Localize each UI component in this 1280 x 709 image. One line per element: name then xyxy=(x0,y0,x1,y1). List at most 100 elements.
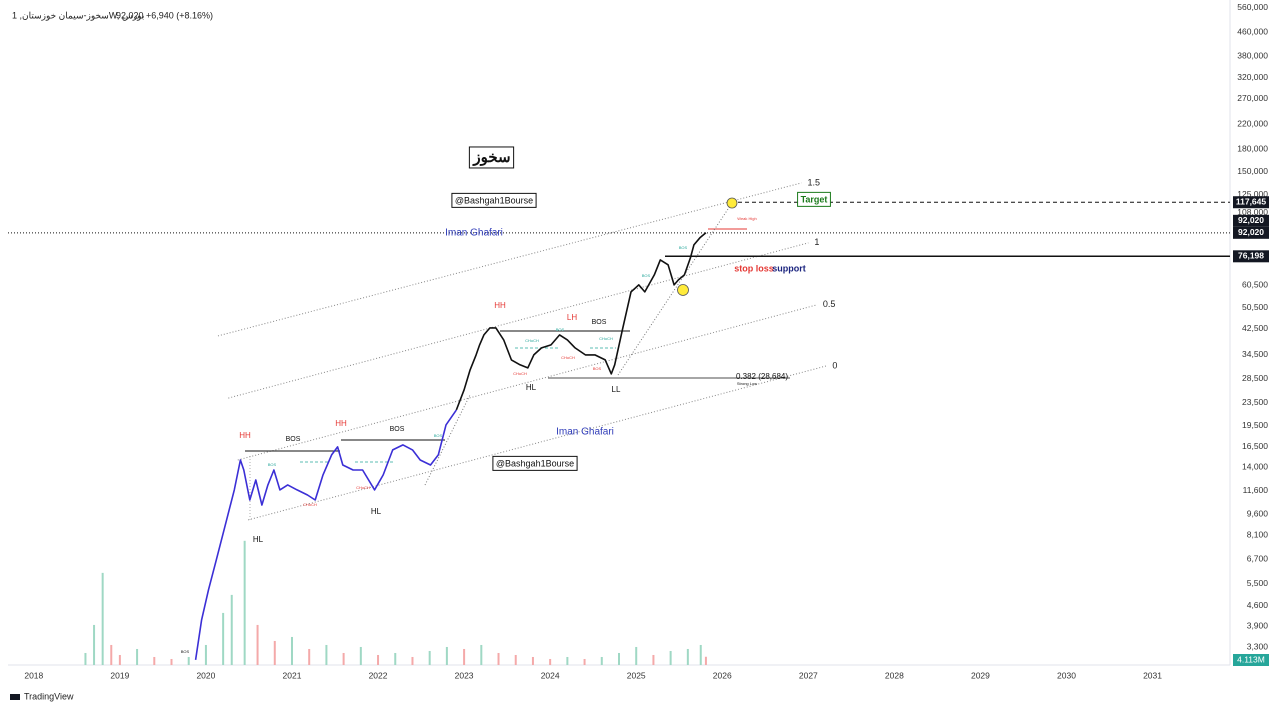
y-tick-label: 28,500 xyxy=(1242,373,1268,383)
annotation-box xyxy=(468,146,515,169)
brand: TradingView xyxy=(24,691,74,701)
annotation: BOS xyxy=(592,319,607,326)
annotation: @Bashgah1Bourse xyxy=(455,195,533,205)
annotation: BOS xyxy=(181,649,190,654)
volume-bar xyxy=(411,656,414,665)
volume-label: 4.113M xyxy=(1237,654,1265,664)
volume-bar xyxy=(273,640,276,665)
y-tick-label: 6,700 xyxy=(1247,553,1269,563)
annotation: CHoCH xyxy=(513,371,527,376)
annotation: Iman Ghafari xyxy=(445,228,503,239)
volume-bar xyxy=(243,540,246,665)
annotation: HH xyxy=(335,419,347,428)
volume-bar xyxy=(93,624,96,665)
y-tick-label: 125,000 xyxy=(1237,189,1268,199)
volume-bar xyxy=(342,652,345,665)
annotation-box xyxy=(797,191,831,207)
x-tick-label: 2019 xyxy=(110,670,129,680)
annotation: HH xyxy=(239,431,251,440)
annotation: LL xyxy=(612,385,621,394)
y-tick-label: 180,000 xyxy=(1237,144,1268,154)
volume-bar xyxy=(170,658,173,665)
price-label: 92,020 xyxy=(1238,227,1264,237)
volume-bar xyxy=(549,658,552,665)
channel-label: 1.5 xyxy=(807,177,820,187)
y-tick-label: 3,300 xyxy=(1247,641,1269,651)
y-tick-label: 16,500 xyxy=(1242,441,1268,451)
annotation: BOS xyxy=(679,245,688,250)
y-tick-label: 3,900 xyxy=(1247,621,1269,631)
volume-bar xyxy=(84,652,87,665)
y-tick-label: 560,000 xyxy=(1237,2,1268,12)
volume-bar xyxy=(101,572,104,665)
annotation: Target xyxy=(801,194,828,204)
annotation: Iman Ghafari xyxy=(556,427,614,438)
x-tick-label: 2025 xyxy=(627,670,646,680)
annotation: stop loss xyxy=(734,263,774,273)
x-tick-label: 2031 xyxy=(1143,670,1162,680)
price-line-series xyxy=(455,232,707,411)
volume-label-bg xyxy=(1233,654,1269,666)
price-label-bg xyxy=(1233,226,1269,239)
y-tick-label: 150,000 xyxy=(1237,166,1268,176)
channel-line xyxy=(237,304,818,461)
volume-bar xyxy=(377,654,380,665)
change: +6,940 (+8.16%) xyxy=(146,10,213,20)
annotation: HL xyxy=(253,535,264,544)
volume-bar xyxy=(531,656,534,665)
annotation: HL xyxy=(526,383,537,392)
volume-bar xyxy=(110,644,113,665)
annotation: CHoCH xyxy=(525,338,539,343)
support-marker xyxy=(677,284,689,296)
y-tick-label: 220,000 xyxy=(1237,119,1268,129)
volume-bar xyxy=(514,654,517,665)
volume-bar xyxy=(204,644,207,665)
annotation: CHoCH xyxy=(356,485,370,490)
price-label: 117,645 xyxy=(1236,196,1267,206)
y-tick-label: 5,500 xyxy=(1247,578,1269,588)
drawing-line xyxy=(617,202,733,376)
y-tick-label: 14,000 xyxy=(1242,462,1268,472)
x-tick-label: 2018 xyxy=(24,670,43,680)
annotation: CHoCH xyxy=(599,336,613,341)
volume-bar xyxy=(136,648,139,665)
volume-bar xyxy=(222,612,225,665)
annotation-box xyxy=(492,455,578,471)
x-tick-label: 2029 xyxy=(971,670,990,680)
y-tick-label: 108,000 xyxy=(1237,207,1268,217)
annotation: BOS xyxy=(593,366,602,371)
y-tick-label: 320,000 xyxy=(1237,72,1268,82)
x-tick-label: 2028 xyxy=(885,670,904,680)
logo xyxy=(10,694,20,700)
x-tick-label: 2026 xyxy=(713,670,732,680)
volume-bar xyxy=(600,656,603,665)
x-tick-label: 2027 xyxy=(799,670,818,680)
symbol: سخوز-سیمان خوزستان, 1W, بورس xyxy=(12,10,144,21)
y-tick-label: 34,500 xyxy=(1242,349,1268,359)
annotation: BOS xyxy=(642,273,651,278)
channel-line xyxy=(247,365,827,521)
annotation: 0.382 (28,684) xyxy=(736,372,788,381)
volume-bar xyxy=(566,656,569,665)
y-tick-label: 60,500 xyxy=(1242,279,1268,289)
volume-bar xyxy=(118,654,121,665)
annotation: BOS xyxy=(434,433,443,438)
annotation: support xyxy=(772,263,806,273)
volume-bar xyxy=(497,652,500,665)
volume-bar xyxy=(290,636,293,665)
volume-bar xyxy=(428,650,431,665)
target-marker xyxy=(726,197,738,209)
volume-bar xyxy=(230,594,233,665)
y-tick-label: 270,000 xyxy=(1237,93,1268,103)
y-tick-label: 23,500 xyxy=(1242,397,1268,407)
price-label-bg xyxy=(1233,250,1269,263)
annotation: @Bashgah1Bourse xyxy=(496,458,574,468)
channel-line xyxy=(228,242,809,399)
channel-label: 0 xyxy=(832,360,837,370)
y-tick-label: 380,000 xyxy=(1237,50,1268,60)
volume-bar xyxy=(686,648,689,665)
x-tick-label: 2020 xyxy=(196,670,215,680)
annotation: LH xyxy=(567,313,577,322)
annotation: CHoCH xyxy=(561,355,575,360)
